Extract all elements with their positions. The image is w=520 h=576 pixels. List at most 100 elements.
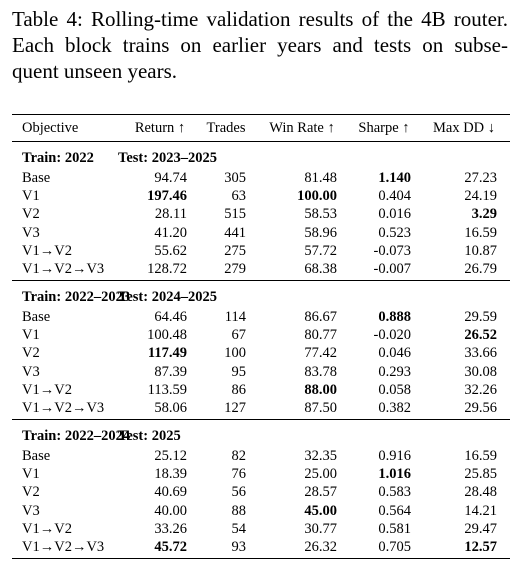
rule	[12, 280, 510, 281]
table-cell: 58.53	[304, 206, 337, 223]
table-cell: 58.96	[304, 224, 337, 241]
table-cell: 0.523	[378, 224, 411, 241]
table-cell: 94.74	[154, 170, 187, 186]
table-cell: 0.293	[378, 363, 411, 380]
table-cell: 77.42	[304, 345, 337, 362]
table-cell: 10.87	[464, 242, 497, 259]
table-cell: 29.56	[464, 400, 497, 416]
table-cell: 30.77	[304, 520, 337, 537]
row-label: V2	[22, 345, 40, 362]
rule	[12, 419, 510, 420]
table-cell: 86.67	[304, 309, 337, 325]
table-cell: 127	[224, 400, 246, 416]
caption-line: Table 4: Rolling-time validation results…	[12, 7, 508, 31]
row-label: V1→V2	[22, 520, 72, 537]
table-cell: 100	[224, 345, 246, 362]
table-cell: 80.77	[304, 327, 337, 344]
table-cell: 64.46	[154, 309, 187, 325]
table-cell: 29.59	[464, 309, 497, 325]
group-train: Train: 2022–2023	[22, 289, 131, 305]
table-cell: 32.26	[464, 381, 497, 398]
table-cell: 28.57	[304, 484, 337, 501]
row-label: V1	[22, 466, 40, 483]
group-test: Test: 2023–2025	[118, 150, 217, 166]
table-cell: 76	[231, 466, 247, 483]
table-cell: 16.59	[464, 448, 497, 464]
table-cell: 87.39	[154, 363, 187, 380]
table-cell: 40.00	[154, 502, 187, 519]
row-label: Base	[22, 309, 51, 325]
group-train: Train: 2022–2024	[22, 428, 131, 444]
table-cell: 14.21	[464, 502, 497, 519]
rule	[12, 141, 510, 142]
table-cell: 81.48	[304, 170, 337, 186]
table-cell: 86	[231, 381, 247, 398]
column-header: Max DD ↓	[432, 120, 496, 136]
row-label: V1	[22, 327, 40, 344]
table-cell: 441	[224, 224, 246, 241]
row-label: V3	[22, 363, 40, 380]
table-cell: 88.00	[304, 381, 337, 398]
caption-line: Each block trains on earlier years and t…	[12, 33, 508, 57]
table-cell: 82	[231, 448, 247, 464]
table-cell: 1.140	[378, 170, 411, 186]
table-cell: 25.00	[304, 466, 337, 483]
column-header: Return ↑	[134, 120, 186, 136]
row-label: Base	[22, 170, 51, 186]
table-cell: 114	[224, 309, 246, 325]
table-cell: 58.06	[154, 400, 187, 416]
table-cell: 0.564	[378, 502, 411, 519]
table-cell: -0.073	[373, 242, 411, 259]
table-cell: 28.11	[154, 206, 187, 223]
table-cell: 68.38	[304, 261, 337, 277]
group-test: Test: 2024–2025	[118, 289, 217, 305]
table-cell: 41.20	[154, 224, 187, 241]
column-header: Sharpe ↑	[358, 120, 410, 136]
table-cell: 1.016	[378, 466, 411, 483]
table-cell: 0.382	[378, 400, 411, 416]
table-cell: 26.32	[304, 539, 337, 555]
table-cell: 305	[224, 170, 246, 186]
table-cell: 3.29	[471, 206, 497, 223]
row-label: V1→V2→V3	[22, 261, 105, 277]
table-cell: 88	[231, 502, 247, 519]
table-cell: 18.39	[154, 466, 187, 483]
row-label: V1→V2	[22, 381, 72, 398]
row-label: V3	[22, 502, 40, 519]
table-cell: 275	[224, 242, 246, 259]
table-cell: 29.47	[464, 520, 497, 537]
row-label: V2	[22, 484, 40, 501]
column-header: Objective	[22, 120, 79, 136]
table-cell: 16.59	[464, 224, 497, 241]
table-cell: 83.78	[304, 363, 337, 380]
table-cell: 12.57	[464, 539, 497, 555]
row-label: V3	[22, 224, 40, 241]
table-cell: 100.48	[147, 327, 187, 344]
table-cell: 279	[224, 261, 246, 277]
table-cell: 25.12	[154, 448, 187, 464]
table-cell: 0.058	[378, 381, 411, 398]
table-cell: -0.007	[373, 261, 411, 277]
row-label: V1→V2→V3	[22, 400, 105, 416]
table-cell: 0.046	[378, 345, 411, 362]
row-label: V2	[22, 206, 40, 223]
table-cell: 0.016	[378, 206, 411, 223]
table-cell: 26.79	[464, 261, 497, 277]
table-cell: 56	[231, 484, 247, 501]
table-cell: 0.583	[378, 484, 411, 501]
table-cell: 100.00	[297, 188, 337, 205]
table-cell: 45.00	[304, 502, 337, 519]
table-cell: 40.69	[154, 484, 187, 501]
table-cell: 33.26	[154, 520, 187, 537]
table-cell: 87.50	[304, 400, 337, 416]
table-cell: 0.581	[378, 520, 411, 537]
rule	[12, 114, 510, 116]
table-cell: 45.72	[154, 539, 187, 555]
table-cell: 0.888	[378, 309, 411, 325]
table-cell: 30.08	[464, 363, 497, 380]
table-cell: 28.48	[464, 484, 497, 501]
table-cell: 54	[231, 520, 247, 537]
row-label: V1→V2	[22, 242, 72, 259]
caption-line: quent unseen years.	[12, 59, 178, 83]
